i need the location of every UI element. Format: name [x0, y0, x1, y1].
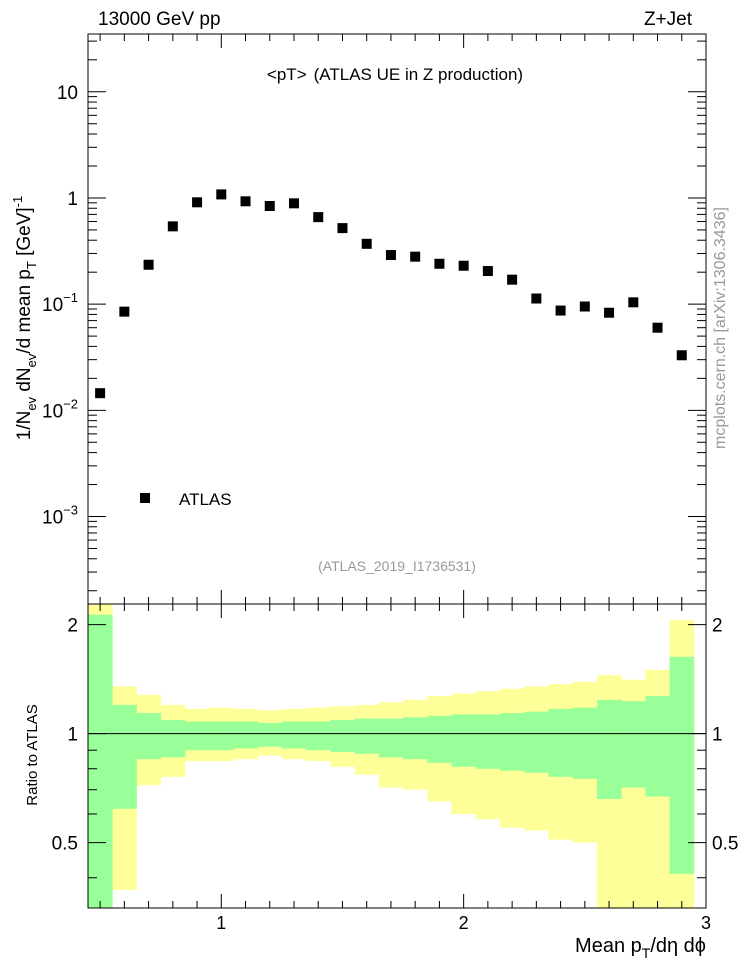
inner-band-bin	[330, 720, 355, 752]
data-point	[579, 301, 590, 312]
ratio-plot-bands	[88, 604, 695, 908]
data-point	[289, 198, 299, 209]
data-point	[240, 196, 251, 207]
x-axis-label: Mean pT/dη dϕ	[575, 935, 706, 961]
header-right: Z+Jet	[644, 9, 693, 30]
inner-band-bin	[403, 717, 428, 760]
inner-band-bin	[160, 720, 186, 758]
y-tick-label: 1	[67, 189, 78, 210]
x-tick-label: 2	[459, 913, 469, 933]
data-point	[95, 388, 106, 399]
inner-band-bin	[548, 708, 574, 777]
inner-band-bin	[209, 721, 234, 751]
data-point	[192, 197, 203, 208]
y-tick-label: 10−1	[42, 290, 78, 316]
header-left: 13000 GeV pp	[98, 9, 221, 30]
inner-band-bin	[306, 721, 331, 751]
inner-band-bin	[233, 721, 259, 749]
data-point	[337, 223, 348, 234]
inner-band-bin	[136, 713, 162, 760]
data-point	[119, 306, 130, 317]
inner-band-bin	[184, 721, 210, 751]
data-point	[555, 305, 566, 316]
inner-band-bin	[596, 699, 622, 799]
main-plot-frame	[87, 33, 707, 605]
inner-band-bin	[500, 713, 525, 771]
ratio-y-axis-label: Ratio to ATLAS	[24, 704, 41, 805]
inner-band-bin	[281, 721, 307, 749]
ratio-y-tick-label-right: 1	[712, 725, 723, 746]
main-axis-ticks: 10−3 10−2 10−1 1 10	[42, 34, 706, 604]
data-point	[385, 250, 396, 261]
legend-marker	[140, 493, 150, 503]
ratio-y-tick-label-right: 0.5	[712, 834, 738, 855]
data-point	[507, 274, 518, 285]
ratio-axis-ticks: 1 2 3 0.5 0.5 1 1 2 2	[52, 604, 738, 933]
inner-band-bin	[621, 701, 646, 788]
data-point	[143, 259, 154, 270]
legend-label: ATLAS	[179, 490, 232, 509]
data-point	[434, 258, 445, 269]
data-point	[604, 307, 615, 318]
y-tick-label: 10−2	[42, 396, 78, 422]
watermark: mcplots.cern.ch [arXiv:1306.3436]	[712, 207, 729, 449]
inner-band-bin	[451, 714, 477, 767]
x-tick-label: 3	[701, 913, 711, 933]
data-point	[482, 266, 493, 277]
data-point	[264, 201, 275, 211]
ratio-y-tick-label-left: 2	[67, 616, 78, 637]
data-point	[410, 251, 421, 262]
inner-band-bin	[669, 656, 695, 874]
inner-band-bin	[645, 696, 671, 797]
inner-band-bin	[572, 707, 598, 779]
data-point	[531, 293, 542, 304]
data-point	[313, 212, 324, 223]
data-point	[361, 238, 372, 249]
data-point	[628, 297, 639, 308]
data-point	[652, 322, 663, 333]
ratio-plot-frame	[87, 603, 707, 909]
data-points	[95, 189, 687, 399]
analysis-id: (ATLAS_2019_I1736531)	[318, 558, 476, 574]
inner-band-bin	[427, 715, 452, 763]
inner-band-bin	[378, 718, 404, 758]
ratio-y-tick-label-right: 2	[712, 616, 723, 637]
data-point	[458, 260, 469, 271]
inner-band-bin	[475, 714, 501, 769]
data-point	[676, 350, 687, 361]
ratio-y-tick-label-left: 0.5	[52, 834, 78, 855]
inner-band-bin	[88, 614, 113, 908]
inner-band-bin	[112, 704, 137, 809]
x-tick-label: 1	[216, 913, 226, 933]
chart-title: <pT> (ATLAS UE in Z production)	[267, 65, 523, 84]
ratio-y-tick-label-left: 1	[67, 725, 78, 746]
inner-band-bin	[354, 718, 380, 754]
chart-title-main: <pT>	[267, 65, 307, 84]
data-point	[216, 189, 227, 200]
inner-band-bin	[257, 722, 283, 747]
y-tick-label: 10	[57, 83, 78, 104]
main-y-axis-label: 1/Nev dNev/d mean pT [GeV]-1	[10, 196, 39, 441]
inner-band-bin	[524, 711, 549, 773]
data-point	[167, 221, 178, 232]
y-tick-label: 10−3	[42, 503, 78, 529]
chart-subtitle: (ATLAS UE in Z production)	[314, 65, 523, 84]
